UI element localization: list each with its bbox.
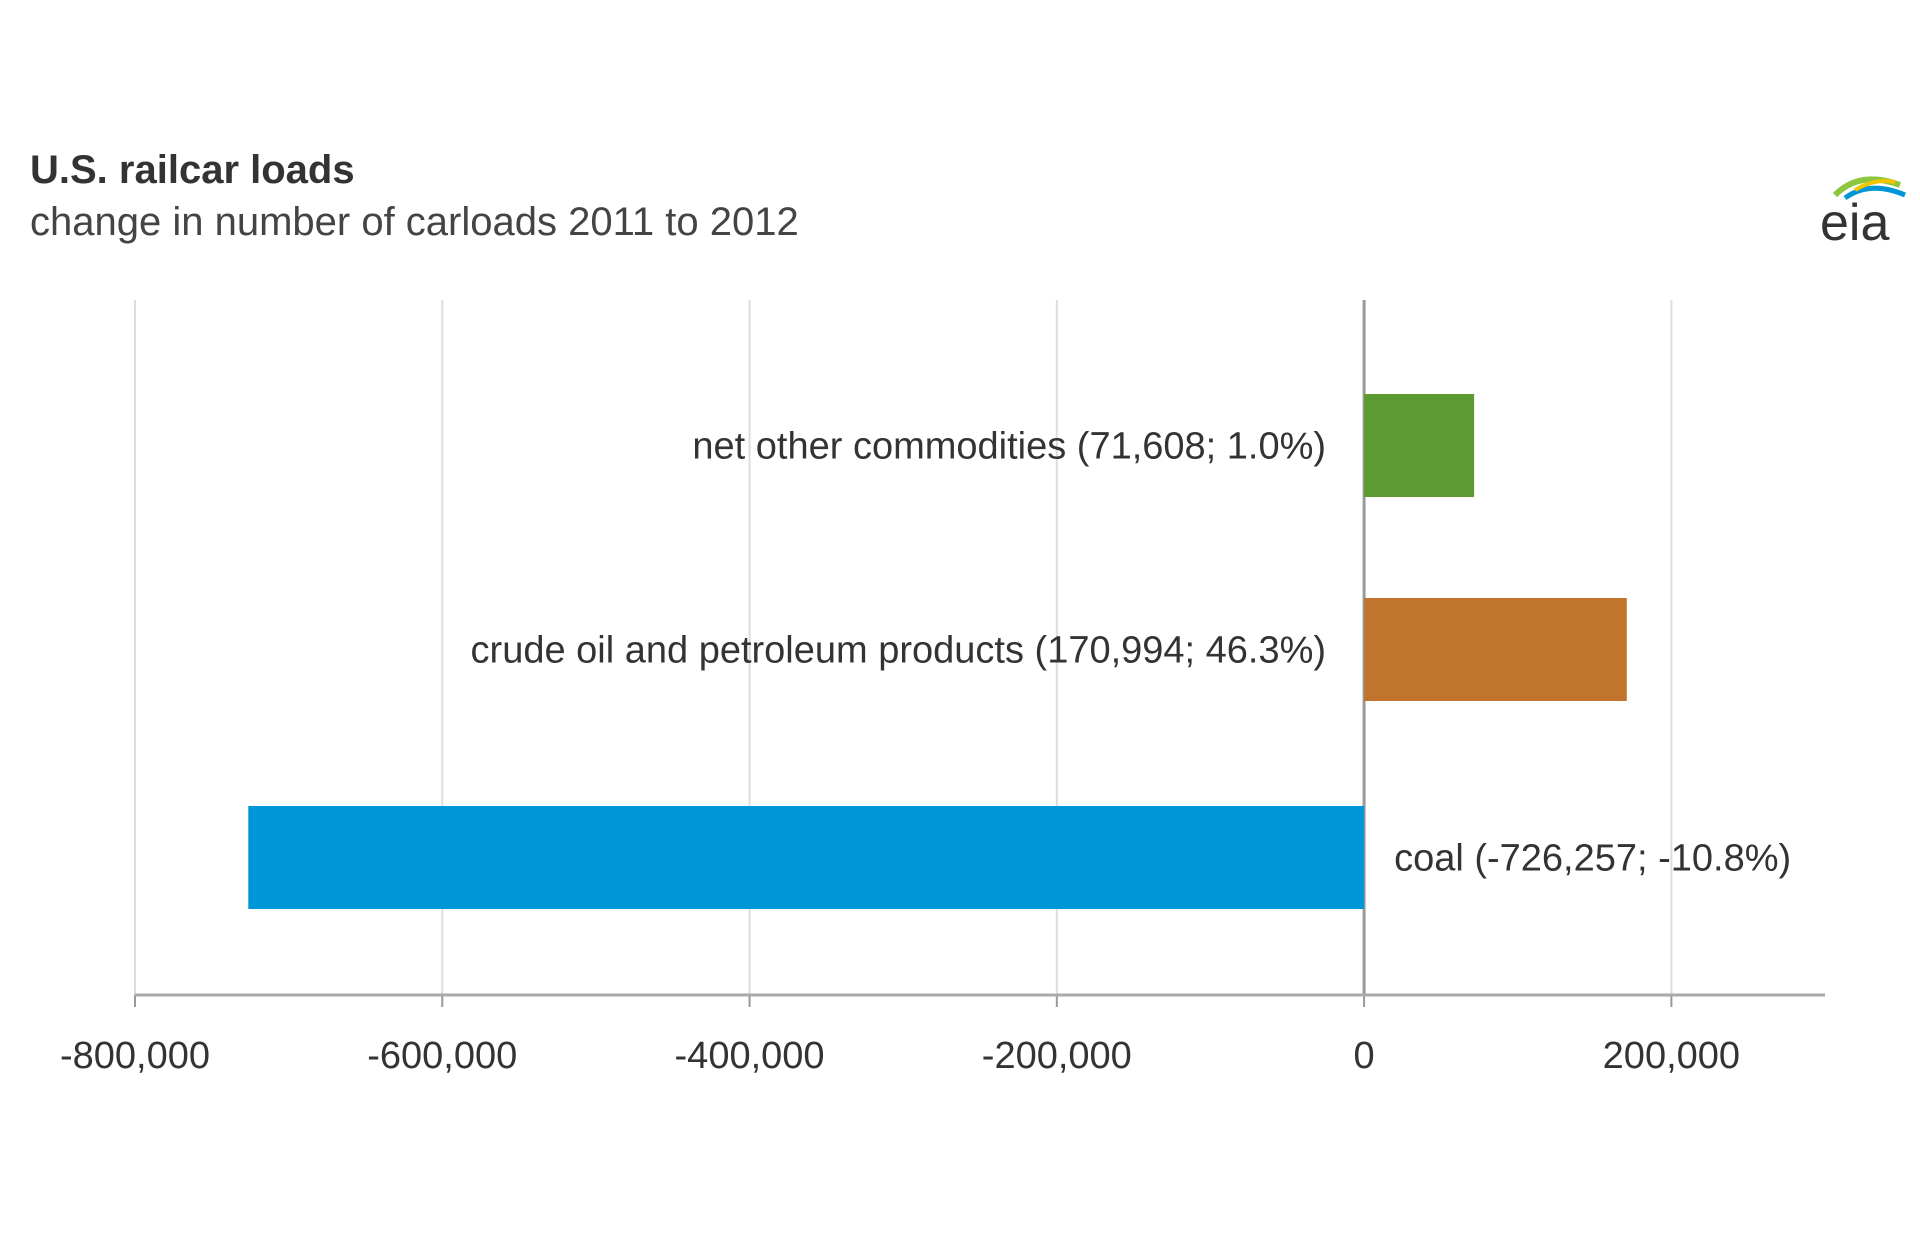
svg-text:eia: eia [1820, 194, 1889, 250]
x-tick-label: -400,000 [675, 1035, 825, 1077]
bar-net-other-commodities [1364, 394, 1475, 497]
data-label: crude oil and petroleum products (170,99… [471, 630, 1327, 672]
x-tick-label: 0 [1354, 1035, 1375, 1077]
chart-subtitle: change in number of carloads 2011 to 201… [30, 200, 799, 244]
data-label: coal (-726,257; -10.8%) [1394, 838, 1791, 880]
x-tick-label: -200,000 [982, 1035, 1132, 1077]
data-label: net other commodities (71,608; 1.0%) [692, 426, 1326, 468]
x-tick-label: -800,000 [60, 1035, 210, 1077]
x-tick-label: 200,000 [1603, 1035, 1740, 1077]
x-tick-label: -600,000 [367, 1035, 517, 1077]
bar-coal [248, 806, 1365, 909]
eia-logo: eia [1815, 170, 1915, 255]
chart-title: U.S. railcar loads [30, 148, 355, 192]
bar-crude-oil-and-petroleum-products [1364, 598, 1627, 701]
